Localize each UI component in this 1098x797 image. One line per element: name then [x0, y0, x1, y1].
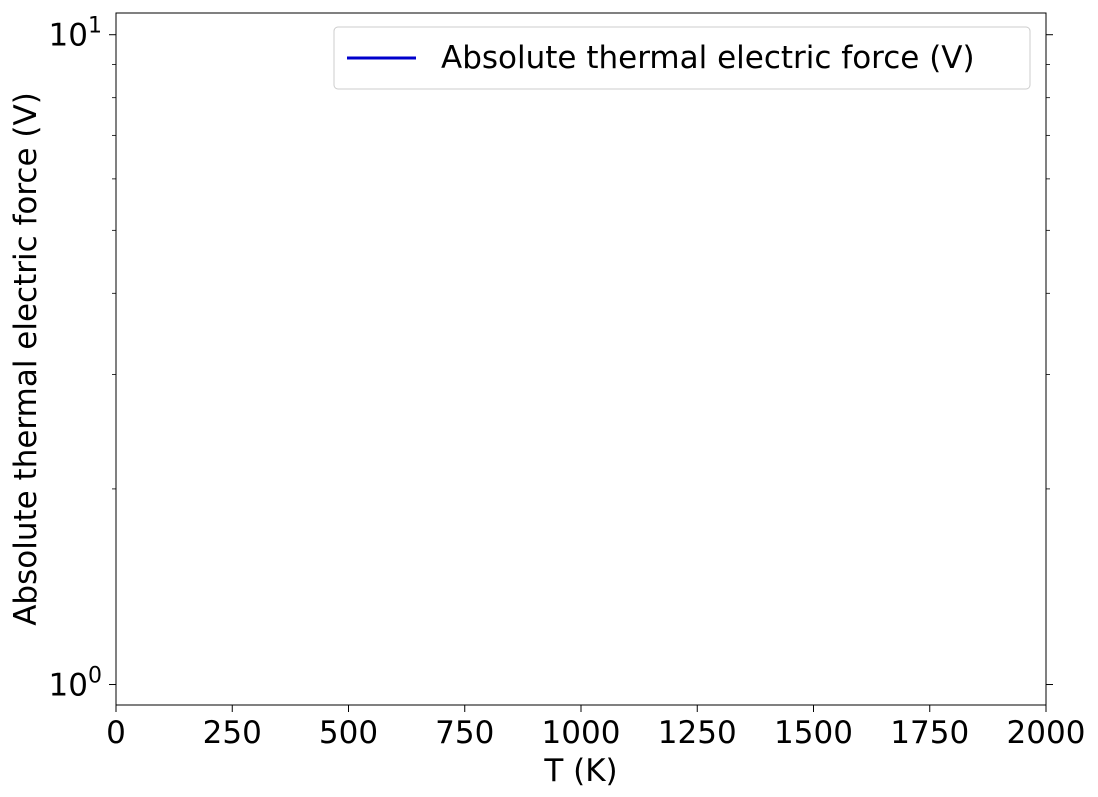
y-tick-label: 101 [49, 14, 102, 54]
legend-box [333, 26, 1031, 90]
x-tick-label: 750 [435, 715, 494, 751]
x-tick-label: 250 [203, 715, 262, 751]
legend-label: Absolute thermal electric force (V) [441, 40, 975, 76]
plot-area-frame [115, 12, 1047, 706]
y-tick-label: 100 [49, 664, 102, 704]
x-tick-label: 0 [106, 715, 126, 751]
x-tick-label: 2000 [1007, 715, 1086, 751]
y-axis-label: Absolute thermal electric force (V) [8, 92, 44, 626]
x-tick-label: 1500 [774, 715, 853, 751]
x-axis-ticks: 0 250 500 750 1000 1250 1500 1750 2000 [106, 705, 1085, 751]
x-axis-label: T (K) [543, 753, 617, 789]
legend: Absolute thermal electric force (V) [333, 26, 1031, 90]
y-axis-ticks: 100 101 [49, 14, 1053, 704]
x-tick-label: 1250 [658, 715, 737, 751]
x-tick-label: 500 [319, 715, 378, 751]
x-tick-label: 1750 [890, 715, 969, 751]
x-tick-label: 1000 [542, 715, 621, 751]
